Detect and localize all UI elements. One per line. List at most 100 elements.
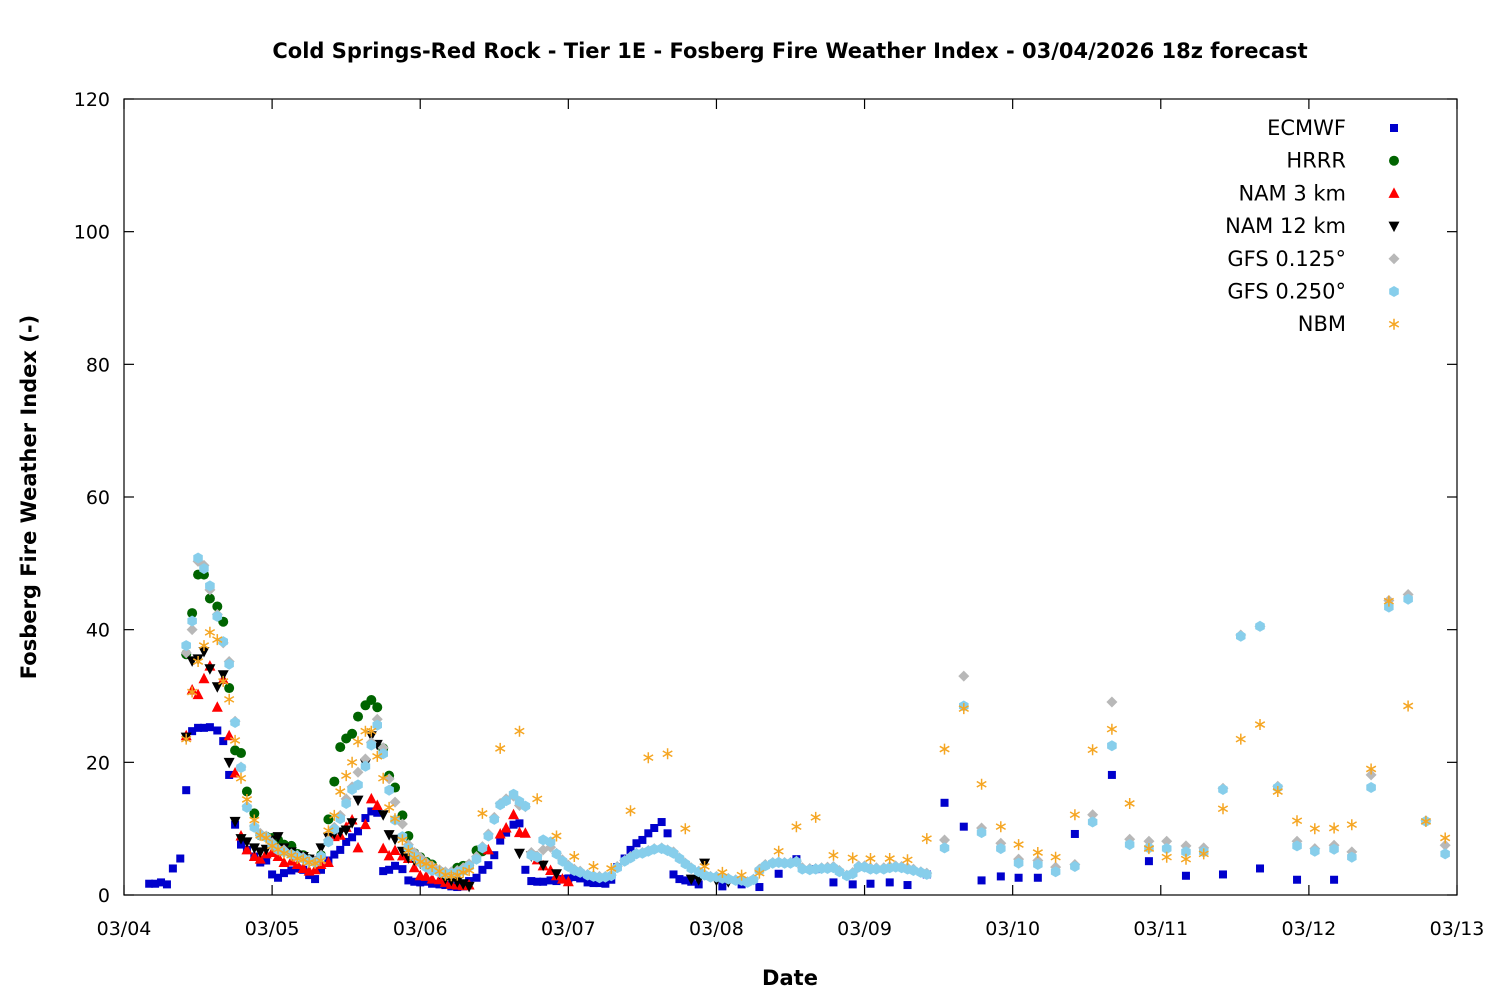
data-point: [1292, 840, 1302, 852]
data-point: [268, 870, 277, 879]
data-point: [352, 841, 364, 853]
data-point: [463, 865, 475, 876]
data-point: [403, 845, 414, 857]
data-point: [198, 647, 210, 658]
data-point: [1383, 595, 1394, 607]
data-point: [532, 793, 543, 805]
data-point: [996, 872, 1005, 881]
data-point: [297, 862, 309, 873]
data-point: [248, 843, 260, 854]
data-point: [236, 762, 246, 774]
data-point: [736, 869, 747, 881]
data-point: [192, 656, 204, 667]
data-point: [606, 863, 617, 874]
data-point: [657, 818, 666, 827]
data-point: [341, 798, 351, 809]
data-point: [254, 847, 266, 858]
data-point: [377, 810, 389, 821]
data-point: [188, 727, 197, 736]
data-point: [1181, 871, 1190, 880]
data-point: [527, 877, 536, 886]
x-tick-label: 03/04: [97, 918, 152, 940]
data-point: [515, 819, 524, 828]
legend: ECMWF HRRR NAM 3 km NAM 12 km GFS 0.125° GFS …: [1225, 116, 1400, 336]
data-point: [346, 756, 358, 768]
data-point: [632, 839, 641, 848]
data-point: [834, 866, 845, 878]
data-point: [589, 879, 598, 888]
data-point: [1087, 816, 1098, 828]
data-point: [866, 879, 875, 888]
data-point: [718, 882, 727, 891]
data-point: [346, 818, 358, 829]
data-point: [311, 875, 320, 884]
data-point: [477, 842, 488, 854]
data-point: [372, 702, 383, 713]
data-point: [272, 832, 284, 843]
data-point: [261, 832, 272, 844]
data-point: [366, 725, 377, 737]
data-point: [1256, 864, 1265, 873]
data-point: [502, 828, 511, 837]
data-point: [181, 733, 192, 745]
x-axis-label: Date: [762, 966, 818, 990]
data-point: [463, 881, 475, 893]
data-point: [903, 881, 912, 890]
data-point: [1255, 620, 1265, 632]
data-point: [669, 870, 678, 879]
data-point: [976, 827, 987, 839]
data-point: [1106, 723, 1118, 735]
legend-label: HRRR: [1286, 149, 1346, 173]
data-point: [1143, 843, 1155, 855]
data-point: [545, 836, 556, 848]
data-point: [1218, 870, 1227, 879]
data-point: [397, 810, 408, 821]
data-point: [1070, 829, 1079, 838]
data-point: [223, 729, 235, 741]
y-tick-label: 20: [86, 752, 110, 774]
data-point: [287, 866, 296, 875]
data-point: [1124, 839, 1135, 851]
data-point: [242, 801, 252, 813]
data-point: [959, 822, 968, 831]
data-point: [681, 876, 690, 885]
data-point: [1161, 851, 1172, 863]
data-point: [329, 809, 340, 821]
data-point: [1198, 848, 1209, 860]
data-point: [539, 877, 548, 886]
data-point: [410, 877, 419, 886]
y-axis-label: Fosberg Fire Weather Index (-): [17, 315, 41, 679]
data-point: [241, 837, 253, 848]
data-point: [871, 863, 882, 875]
data-point: [922, 868, 932, 880]
data-point: [532, 851, 542, 863]
data-point: [1070, 861, 1080, 872]
data-point: [274, 873, 283, 882]
data-point: [359, 753, 371, 765]
data-point: [643, 752, 654, 764]
data-point: [279, 869, 288, 878]
data-point: [680, 823, 691, 835]
data-point: [217, 670, 229, 681]
data-point: [365, 792, 377, 804]
data-point: [249, 814, 260, 826]
data-point: [552, 877, 561, 886]
data-point: [1328, 822, 1340, 834]
data-point: [495, 742, 506, 754]
data-point: [213, 726, 222, 735]
data-point: [218, 675, 229, 687]
data-point: [551, 848, 562, 860]
data-point: [501, 795, 511, 807]
data-point: [1218, 784, 1228, 795]
data-point: [193, 552, 203, 564]
data-point: [537, 860, 549, 872]
data-point: [625, 805, 636, 817]
data-point: [205, 580, 215, 592]
data-point: [348, 833, 357, 842]
data-point: [1440, 832, 1451, 844]
data-point: [235, 834, 247, 845]
data-point: [176, 854, 185, 863]
data-point: [478, 865, 487, 874]
data-point: [939, 743, 950, 755]
data-point: [372, 719, 382, 731]
